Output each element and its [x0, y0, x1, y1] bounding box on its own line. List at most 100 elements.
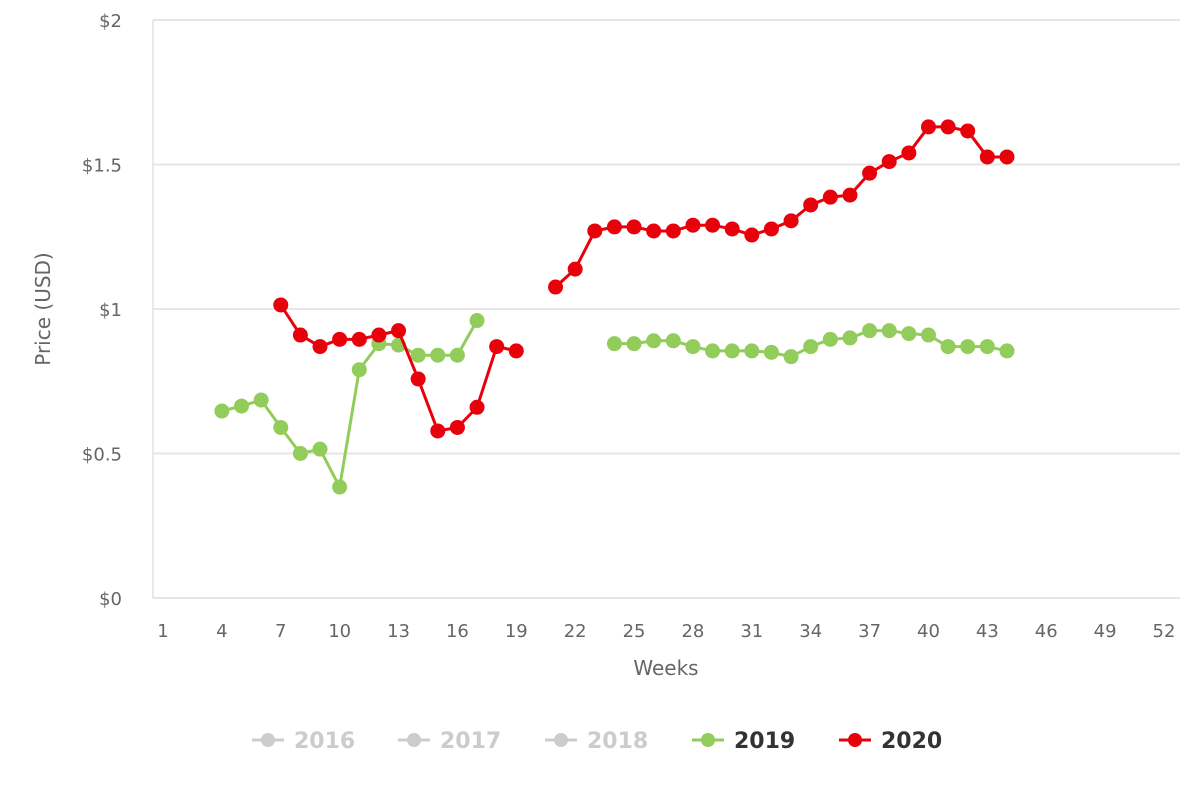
- legend-marker-icon: [848, 733, 862, 747]
- y-tick-label: $0.5: [82, 445, 122, 466]
- x-tick-label: 52: [1153, 621, 1176, 642]
- data-point[interactable]: [960, 123, 976, 139]
- x-tick-label: 49: [1094, 621, 1117, 642]
- data-point[interactable]: [665, 333, 681, 349]
- legend-marker-icon: [407, 733, 421, 747]
- data-point[interactable]: [744, 227, 760, 243]
- data-point[interactable]: [665, 223, 681, 239]
- data-point[interactable]: [979, 149, 995, 165]
- series-line: [554, 125, 1007, 289]
- data-point[interactable]: [234, 398, 250, 414]
- data-point[interactable]: [705, 217, 721, 233]
- x-tick-label: 13: [387, 621, 410, 642]
- data-point[interactable]: [646, 333, 662, 349]
- data-point[interactable]: [646, 223, 662, 239]
- y-axis-ticks: $0 $0.5 $1 $1.5 $2: [82, 11, 122, 610]
- data-point[interactable]: [685, 339, 701, 355]
- data-point[interactable]: [292, 446, 308, 461]
- data-point[interactable]: [626, 219, 642, 235]
- data-point[interactable]: [783, 349, 799, 365]
- data-point[interactable]: [901, 145, 917, 161]
- data-point[interactable]: [999, 343, 1015, 359]
- x-tick-label: 7: [275, 621, 286, 642]
- data-point[interactable]: [430, 347, 446, 363]
- legend-item-2017[interactable]: 2017: [398, 729, 501, 754]
- data-point[interactable]: [273, 297, 289, 313]
- legend-label: 2016: [294, 729, 355, 754]
- x-tick-label: 46: [1035, 621, 1058, 642]
- data-point[interactable]: [312, 441, 328, 457]
- data-point[interactable]: [626, 336, 642, 352]
- data-point[interactable]: [410, 371, 426, 387]
- data-point[interactable]: [881, 323, 897, 339]
- data-point[interactable]: [489, 339, 505, 355]
- data-point[interactable]: [292, 327, 308, 343]
- x-tick-label: 40: [917, 621, 940, 642]
- data-point[interactable]: [979, 339, 995, 355]
- data-point[interactable]: [724, 343, 740, 359]
- data-point[interactable]: [803, 339, 819, 355]
- data-point[interactable]: [332, 331, 348, 347]
- data-point[interactable]: [940, 119, 956, 135]
- data-point[interactable]: [430, 423, 446, 439]
- data-point[interactable]: [371, 327, 387, 343]
- data-point[interactable]: [763, 344, 779, 360]
- data-point[interactable]: [508, 343, 524, 359]
- x-tick-label: 1: [157, 621, 168, 642]
- y-tick-label: $1: [99, 300, 122, 321]
- data-point[interactable]: [410, 347, 426, 363]
- data-point[interactable]: [901, 326, 917, 342]
- x-tick-label: 31: [740, 621, 763, 642]
- gridlines: [153, 19, 1180, 599]
- data-point[interactable]: [881, 154, 897, 170]
- data-point[interactable]: [606, 336, 622, 352]
- legend-item-2016[interactable]: 2016: [252, 729, 355, 754]
- data-point[interactable]: [391, 323, 407, 339]
- data-point[interactable]: [449, 347, 465, 363]
- data-point[interactable]: [842, 187, 858, 203]
- data-point[interactable]: [920, 327, 936, 343]
- data-point[interactable]: [273, 419, 289, 435]
- data-point[interactable]: [332, 479, 348, 495]
- data-point[interactable]: [822, 189, 838, 205]
- data-point[interactable]: [587, 223, 603, 239]
- legend-item-2019[interactable]: 2019: [692, 729, 795, 754]
- data-point[interactable]: [567, 261, 583, 277]
- data-point[interactable]: [862, 323, 878, 339]
- data-point[interactable]: [862, 165, 878, 181]
- data-point[interactable]: [842, 330, 858, 346]
- data-point[interactable]: [960, 339, 976, 355]
- data-point[interactable]: [999, 149, 1015, 165]
- data-point[interactable]: [469, 399, 485, 415]
- legend-item-2020[interactable]: 2020: [839, 729, 942, 754]
- legend-label: 2017: [440, 729, 501, 754]
- series-group: [214, 119, 1015, 495]
- data-point[interactable]: [449, 419, 465, 435]
- legend-marker-icon: [701, 733, 715, 747]
- data-point[interactable]: [724, 221, 740, 237]
- data-point[interactable]: [548, 279, 564, 295]
- data-point[interactable]: [783, 213, 799, 229]
- data-point[interactable]: [744, 343, 760, 359]
- data-point[interactable]: [214, 403, 230, 419]
- data-point[interactable]: [822, 331, 838, 347]
- data-point[interactable]: [606, 219, 622, 235]
- data-point[interactable]: [351, 362, 367, 378]
- data-point[interactable]: [685, 217, 701, 233]
- x-axis-label: Weeks: [633, 656, 698, 680]
- data-point[interactable]: [763, 221, 779, 237]
- data-point[interactable]: [312, 339, 328, 355]
- y-tick-label: $0: [99, 589, 122, 610]
- data-point[interactable]: [920, 119, 936, 135]
- y-axis-label: Price (USD): [31, 252, 55, 366]
- x-axis-ticks: 1 4 7 10 13 16 19 22 25 28 31 34 37 40 43 46 49 52: [157, 621, 1175, 642]
- data-point[interactable]: [253, 392, 269, 408]
- data-point[interactable]: [351, 331, 367, 347]
- data-point[interactable]: [803, 197, 819, 213]
- legend: 2016 2017 2018 2019 2020: [252, 729, 942, 754]
- legend-item-2018[interactable]: 2018: [545, 729, 648, 754]
- data-point[interactable]: [940, 339, 956, 355]
- data-point[interactable]: [705, 343, 721, 359]
- data-point[interactable]: [469, 313, 485, 329]
